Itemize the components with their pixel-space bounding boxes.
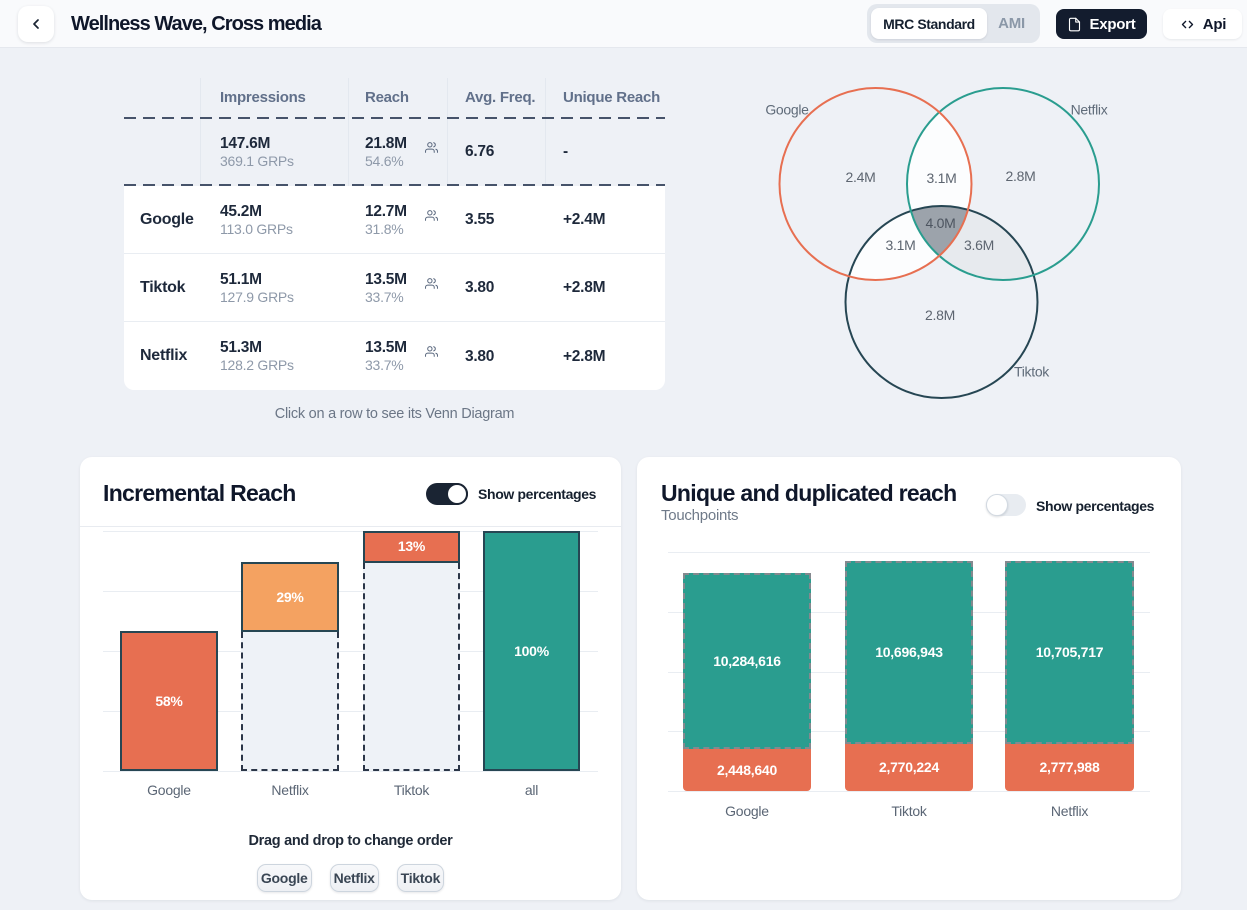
svg-text:2.8M: 2.8M (925, 307, 955, 323)
svg-text:Google: Google (765, 102, 809, 118)
svg-text:2.8M: 2.8M (1006, 168, 1036, 184)
svg-text:2.4M: 2.4M (846, 169, 876, 185)
svg-text:3.1M: 3.1M (927, 170, 957, 186)
svg-text:3.1M: 3.1M (886, 237, 916, 253)
svg-text:3.6M: 3.6M (964, 237, 994, 253)
svg-text:Tiktok: Tiktok (1014, 364, 1050, 380)
svg-text:Netflix: Netflix (1071, 102, 1108, 118)
svg-text:4.0M: 4.0M (926, 215, 956, 231)
